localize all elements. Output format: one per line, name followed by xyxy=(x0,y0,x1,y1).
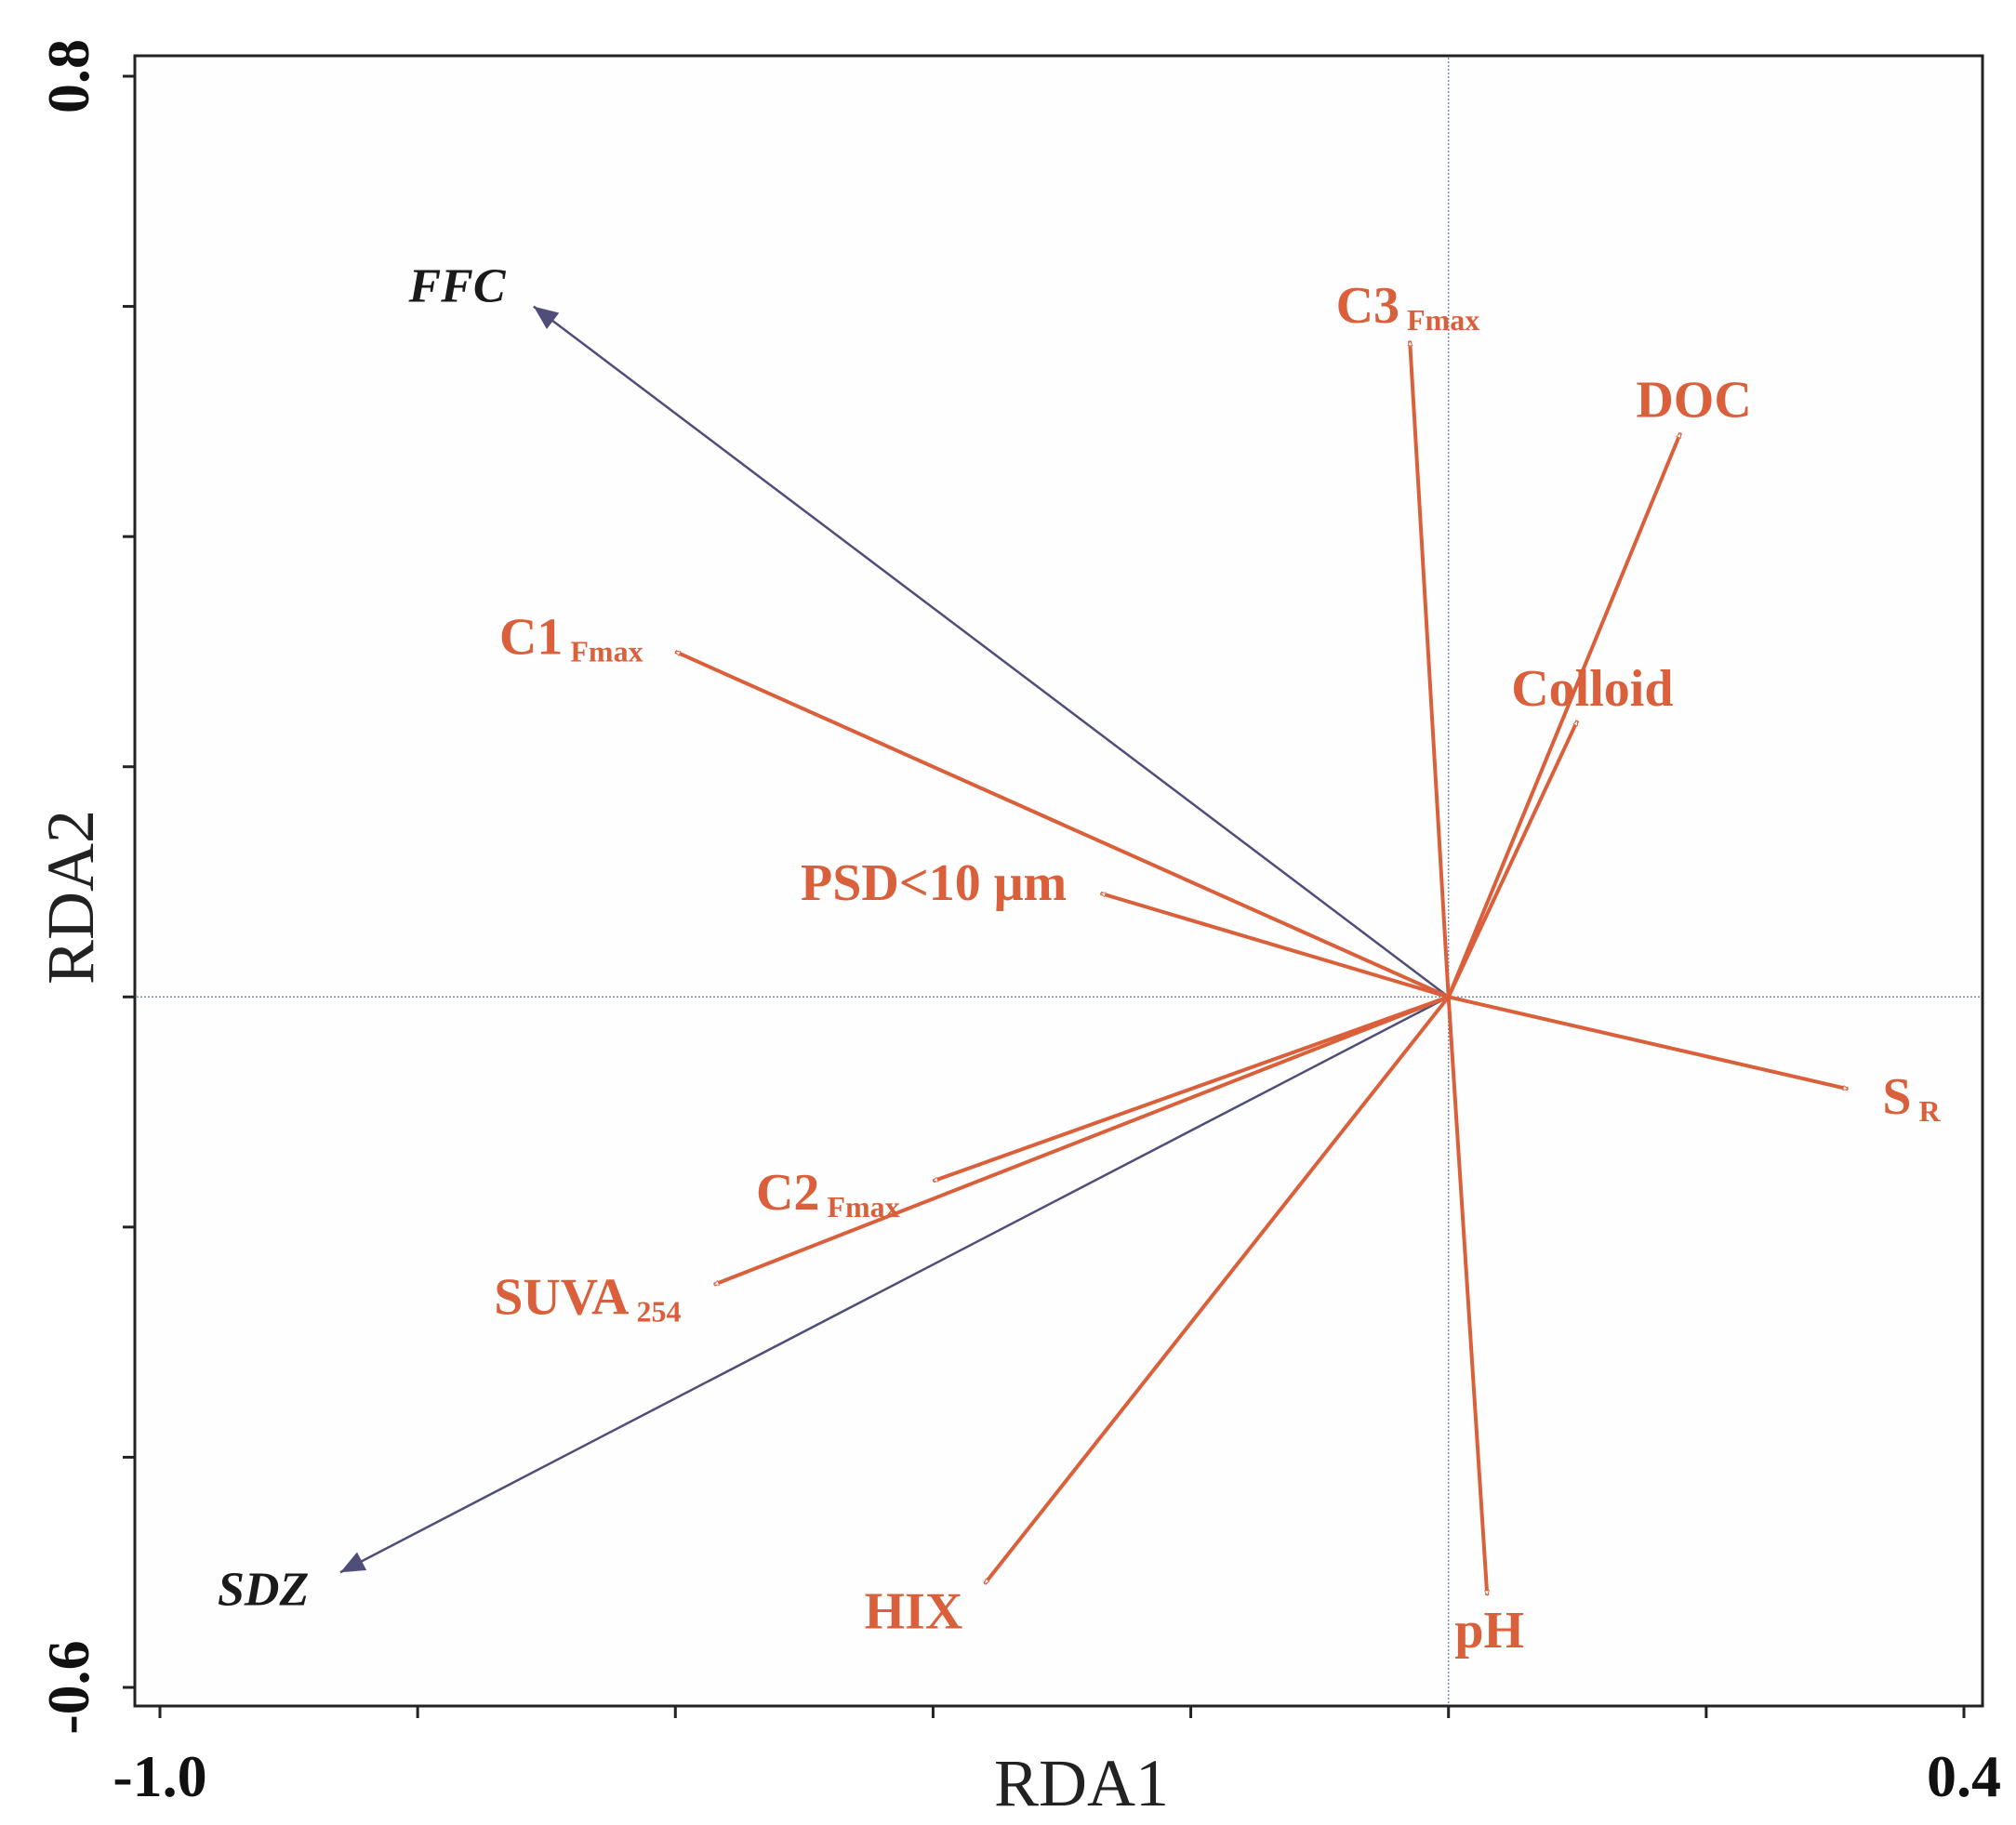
label-c1-fmax: C1 Fmax xyxy=(499,608,643,668)
label-hix: HIX xyxy=(865,1582,963,1640)
vector-psd-10-m xyxy=(1101,891,1450,999)
arrowhead-ffc xyxy=(533,306,560,330)
label-ph: pH xyxy=(1454,1602,1524,1660)
vector-doc xyxy=(1446,433,1682,998)
vector-sdz xyxy=(339,996,1450,1574)
vector-c1-fmax xyxy=(675,650,1450,999)
y-tick-label-min: -0.6 xyxy=(35,1640,101,1734)
label-suva254: SUVA 254 xyxy=(494,1269,681,1329)
vector-c2-fmax xyxy=(933,995,1450,1184)
vector-suva254 xyxy=(714,995,1450,1287)
x-axis-title: RDA1 xyxy=(994,1746,1169,1820)
label-colloid: Colloid xyxy=(1511,660,1673,718)
y-axis-title: RDA2 xyxy=(33,810,108,985)
label-sdz: SDZ xyxy=(218,1564,309,1617)
plot-frame xyxy=(133,54,1984,1708)
label-psd-10-m: PSD<10 μm xyxy=(801,854,1067,912)
y-tick-label-max: 0.8 xyxy=(35,39,101,113)
label-c2-fmax: C2 Fmax xyxy=(756,1164,900,1223)
vector-c3-fmax xyxy=(1410,341,1451,998)
vector-ph xyxy=(1446,997,1488,1595)
label-doc: DOC xyxy=(1636,372,1751,430)
label-ffc: FFC xyxy=(407,260,506,313)
arrowhead-sdz xyxy=(340,1552,367,1573)
label-c3-fmax: C3 Fmax xyxy=(1336,277,1480,337)
vector-colloid xyxy=(1446,721,1580,998)
vector-hix xyxy=(983,996,1451,1585)
x-tick-label-min: -1.0 xyxy=(113,1743,206,1809)
vector-ffc xyxy=(533,305,1450,998)
vector-sr xyxy=(1448,995,1849,1091)
x-tick-label-max: 0.4 xyxy=(1927,1743,2001,1809)
